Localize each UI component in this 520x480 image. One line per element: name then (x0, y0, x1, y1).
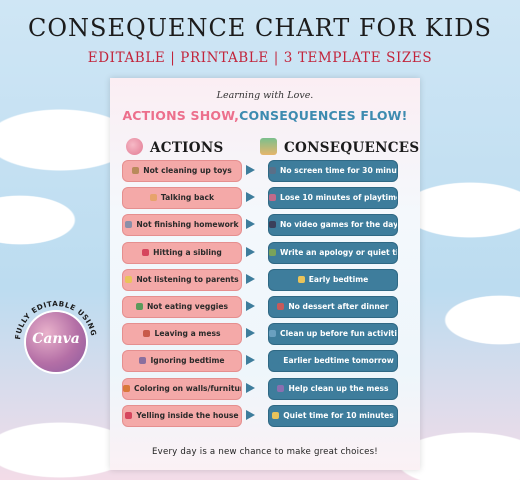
arrow-right-icon (246, 192, 255, 203)
consequence-pill: No screen time for 30 minutes (268, 160, 398, 182)
action-emoji-icon (139, 357, 147, 365)
action-label: Talking back (160, 193, 215, 203)
action-pill: Coloring on walls/furniture (122, 377, 242, 400)
consequence-pill: Earlier bedtime tomorrow (268, 350, 398, 373)
action-pill: Not eating veggies (122, 296, 242, 318)
consequence-pill: Early bedtime (268, 268, 398, 291)
chart-row: Yelling inside the house Quiet time for 1… (110, 404, 420, 427)
consequence-label: Clean up before fun activities (280, 329, 398, 339)
chart-sheet: Learning with Love. ACTIONS SHOW,CONSEQU… (110, 78, 420, 470)
action-label: Hitting a sibling (153, 247, 222, 257)
chart-row: Talking back Lose 10 minutes of playtime (110, 187, 420, 210)
banner-part-1: ACTIONS SHOW, (122, 108, 240, 123)
canva-badge: FULLY EDITABLE USING Canva (14, 300, 98, 384)
arrow-right-icon (246, 246, 255, 257)
action-label: Not eating veggies (146, 302, 229, 311)
chart-row: Hitting a sibling Write an apology or qui… (110, 241, 420, 264)
action-emoji-icon (135, 303, 143, 310)
consequence-pill: Lose 10 minutes of playtime (268, 187, 398, 210)
tagline: Learning with Love. (216, 90, 314, 101)
consequence-emoji-icon (272, 411, 280, 419)
clipboard-icon (260, 138, 277, 155)
action-emoji-icon (125, 221, 133, 229)
banner-part-2: CONSEQUENCES FLOW! (239, 108, 408, 123)
action-label: Ignoring bedtime (150, 356, 225, 366)
consequence-label: No screen time for 30 minutes (280, 166, 398, 175)
arrow-right-icon (246, 273, 255, 284)
consequence-pill: Write an apology or quiet time (268, 241, 398, 264)
canva-logo-circle (26, 312, 86, 372)
consequence-pill: No video games for the day (268, 214, 398, 237)
consequence-emoji-icon (269, 194, 276, 202)
consequence-emoji-icon (272, 357, 280, 365)
consequence-label: Earlier bedtime tomorrow (283, 356, 394, 366)
chart-row: Not listening to parents Early bedtime (110, 268, 420, 291)
action-pill: Not finishing homework (122, 214, 242, 237)
consequence-label: Help clean up the mess (288, 383, 389, 393)
consequence-pill: No dessert after dinner (268, 296, 398, 318)
consequence-pill: Clean up before fun activities (268, 323, 398, 346)
page-title: CONSEQUENCE CHART FOR KIDS (28, 14, 492, 42)
actions-heading: ACTIONS (126, 138, 224, 156)
consequence-label: Early bedtime (308, 274, 369, 284)
action-pill: Ignoring bedtime (122, 350, 242, 373)
action-pill: Hitting a sibling (122, 241, 242, 264)
action-pill: Leaving a mess (122, 323, 242, 346)
chart-row: Not eating veggies No dessert after dinne… (110, 296, 420, 318)
header: CONSEQUENCE CHART FOR KIDS EDITABLE | PR… (0, 0, 520, 78)
actions-heading-label: ACTIONS (150, 140, 224, 156)
canva-logo-label: Canva (32, 331, 80, 347)
action-pill: Talking back (122, 187, 242, 210)
action-label: Not cleaning up toys (143, 166, 232, 175)
chart-row: Coloring on walls/furniture Help clean up… (110, 377, 420, 400)
consequence-emoji-icon (277, 303, 285, 310)
arrow-right-icon (246, 382, 255, 393)
action-pill: Not cleaning up toys (122, 160, 242, 182)
action-emoji-icon (123, 384, 130, 392)
action-pill: Not listening to parents (122, 268, 242, 291)
action-label: Not listening to parents (136, 274, 239, 284)
consequence-emoji-icon (269, 330, 276, 338)
page-subtitle: EDITABLE | PRINTABLE | 3 TEMPLATE SIZES (87, 50, 433, 66)
arrow-right-icon (246, 301, 255, 311)
consequence-emoji-icon (269, 248, 276, 256)
consequence-emoji-icon (277, 384, 285, 392)
consequence-emoji-icon (269, 167, 276, 174)
chart-row: Leaving a mess Clean up before fun activi… (110, 323, 420, 346)
consequence-pill: Quiet time for 10 minutes (268, 404, 398, 427)
consequence-label: No dessert after dinner (288, 302, 389, 311)
consequence-label: Quiet time for 10 minutes (283, 410, 394, 420)
action-label: Leaving a mess (154, 329, 221, 339)
consequence-label: No video games for the day (280, 220, 398, 230)
arrow-right-icon (246, 355, 255, 366)
chart-row: Not finishing homework No video games for… (110, 214, 420, 237)
arrow-right-icon (246, 219, 255, 230)
footer-message: Every day is a new chance to make great … (152, 447, 378, 457)
action-label: Not finishing homework (136, 220, 239, 230)
consequences-heading: CONSEQUENCES (260, 138, 419, 156)
consequence-emoji-icon (269, 221, 276, 229)
consequence-label: Lose 10 minutes of playtime (280, 193, 398, 203)
action-label: Yelling inside the house (136, 410, 239, 420)
action-emoji-icon (125, 275, 133, 283)
action-emoji-icon (143, 330, 151, 338)
action-emoji-icon (132, 167, 140, 174)
action-label: Coloring on walls/furniture (134, 383, 242, 393)
action-emoji-icon (149, 194, 157, 202)
chart-row: Not cleaning up toys No screen time for 3… (110, 160, 420, 182)
action-emoji-icon (125, 411, 133, 419)
banner: ACTIONS SHOW,CONSEQUENCES FLOW! (110, 108, 420, 123)
arrow-right-icon (246, 409, 255, 420)
arrow-right-icon (246, 328, 255, 339)
consequences-heading-label: CONSEQUENCES (284, 140, 420, 156)
arrow-right-icon (246, 165, 255, 175)
consequence-label: Write an apology or quiet time (280, 247, 398, 257)
chart-row: Ignoring bedtime Earlier bedtime tomorrow (110, 350, 420, 373)
consequence-emoji-icon (297, 275, 305, 283)
action-pill: Yelling inside the house (122, 404, 242, 427)
smiley-face-icon (126, 138, 143, 155)
action-emoji-icon (142, 248, 150, 256)
consequence-pill: Help clean up the mess (268, 377, 398, 400)
